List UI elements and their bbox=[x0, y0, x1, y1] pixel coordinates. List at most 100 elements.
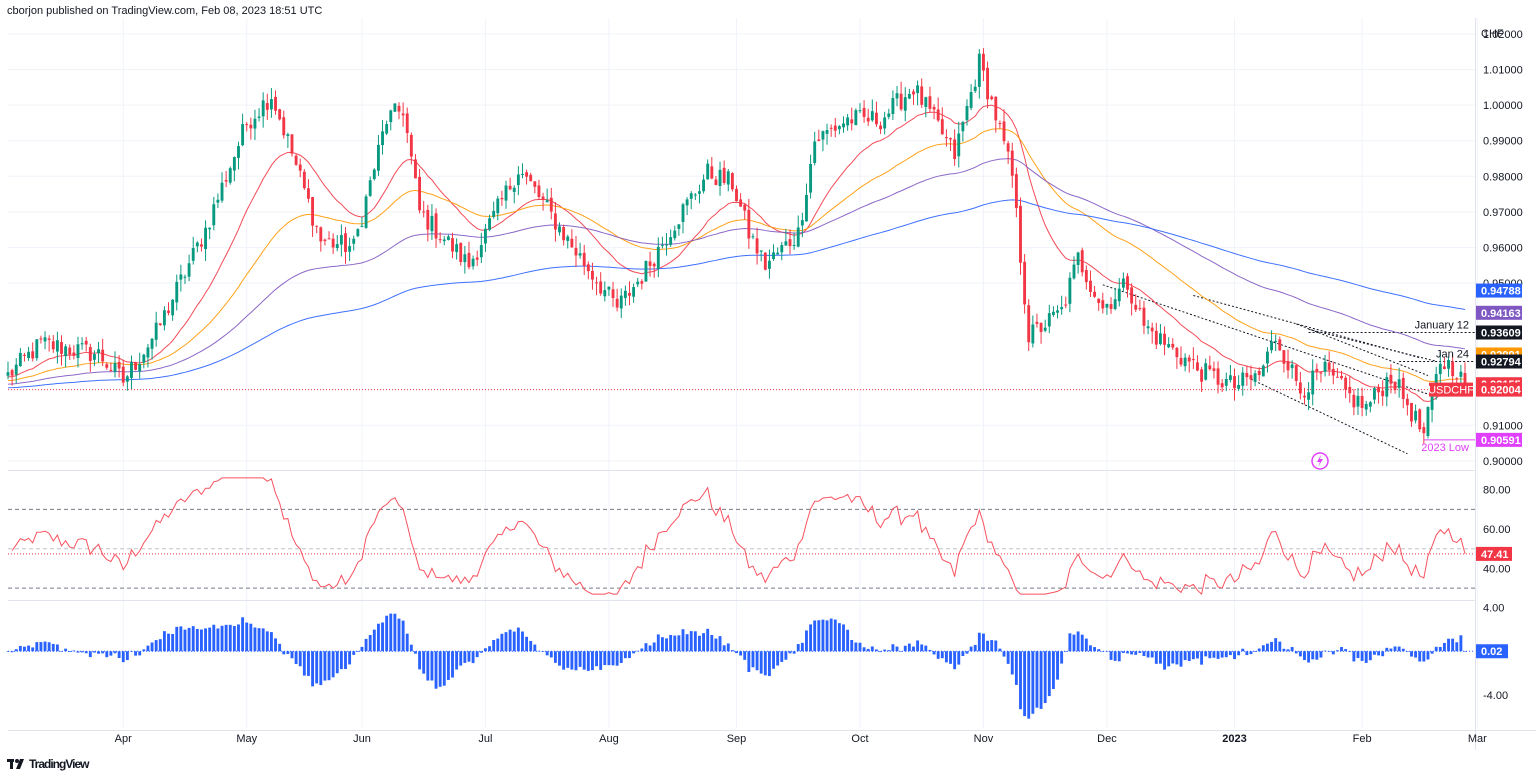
momentum-bar bbox=[570, 651, 574, 670]
momentum-bar bbox=[1093, 647, 1097, 652]
candle-body bbox=[117, 361, 121, 369]
candle-body bbox=[1171, 343, 1175, 348]
candle bbox=[508, 177, 512, 191]
candle bbox=[1385, 372, 1389, 407]
candle bbox=[109, 362, 113, 372]
candle-body bbox=[422, 211, 426, 213]
candle-body bbox=[315, 225, 319, 227]
candle-body bbox=[1047, 313, 1051, 327]
candle bbox=[18, 348, 22, 367]
candle-body bbox=[397, 105, 401, 112]
momentum-bar bbox=[574, 651, 578, 671]
candle-body bbox=[986, 67, 990, 100]
candle bbox=[784, 228, 788, 246]
momentum-bar bbox=[105, 651, 109, 658]
momentum-bar bbox=[183, 629, 187, 652]
candle bbox=[936, 97, 940, 123]
momentum-bar bbox=[504, 632, 508, 652]
candle bbox=[1303, 387, 1306, 405]
momentum-bar bbox=[1266, 643, 1269, 652]
candle-body bbox=[685, 199, 689, 206]
momentum-bar bbox=[1035, 651, 1039, 708]
momentum-bar bbox=[759, 651, 763, 674]
candle-body bbox=[862, 107, 866, 117]
momentum-bar bbox=[1455, 642, 1459, 652]
momentum-bar bbox=[586, 651, 590, 671]
candle bbox=[249, 117, 253, 140]
candle-body bbox=[109, 369, 113, 371]
momentum-bar bbox=[35, 642, 39, 652]
momentum-bar bbox=[1311, 651, 1315, 660]
candle bbox=[755, 227, 759, 265]
candle bbox=[278, 108, 282, 121]
momentum-bar bbox=[434, 651, 438, 689]
candle-body bbox=[829, 127, 833, 129]
candle bbox=[1245, 365, 1249, 386]
momentum-bar bbox=[265, 631, 269, 652]
candle-body bbox=[772, 252, 775, 260]
momentum-bar bbox=[1405, 651, 1409, 652]
momentum-bar bbox=[409, 644, 413, 652]
candle-body bbox=[553, 213, 557, 230]
candle bbox=[146, 343, 150, 368]
momentum-bar bbox=[591, 651, 594, 671]
candle bbox=[101, 338, 105, 367]
candle-body bbox=[88, 347, 92, 361]
momentum-bar bbox=[776, 651, 780, 666]
momentum-bar bbox=[1233, 651, 1236, 660]
momentum-bar bbox=[117, 651, 121, 658]
candle-body bbox=[311, 196, 315, 226]
momentum-bar bbox=[1224, 651, 1228, 658]
candle bbox=[1154, 322, 1158, 350]
momentum-bar bbox=[72, 650, 76, 652]
candle-body bbox=[220, 182, 224, 201]
candle bbox=[1414, 404, 1418, 424]
candle bbox=[677, 224, 681, 236]
candle-body bbox=[611, 289, 615, 299]
candle bbox=[134, 361, 138, 371]
candle-body bbox=[759, 250, 763, 252]
candle bbox=[883, 111, 887, 135]
candle bbox=[418, 168, 422, 214]
momentum-pane[interactable] bbox=[6, 613, 1475, 719]
momentum-bar bbox=[718, 636, 722, 652]
tradingview-logo-icon bbox=[7, 759, 24, 769]
candle bbox=[669, 229, 673, 247]
candle-body bbox=[1224, 378, 1228, 386]
momentum-bar bbox=[381, 622, 384, 652]
candle bbox=[1442, 357, 1446, 370]
candle-body bbox=[636, 281, 640, 285]
candle bbox=[623, 285, 627, 306]
candle-body bbox=[619, 295, 623, 309]
candlestick-series[interactable] bbox=[6, 48, 1467, 445]
candle bbox=[261, 92, 265, 128]
momentum-bar bbox=[706, 628, 710, 652]
momentum-bar bbox=[553, 651, 557, 663]
footer: TradingView bbox=[7, 757, 89, 771]
candle-body bbox=[1002, 121, 1006, 142]
candle bbox=[269, 88, 273, 118]
momentum-bar bbox=[134, 651, 138, 656]
candle-body bbox=[714, 179, 718, 185]
trend-lines bbox=[8, 284, 1475, 455]
candle-body bbox=[1019, 205, 1022, 263]
candle bbox=[23, 352, 26, 362]
candle bbox=[916, 80, 920, 106]
time-tick-label: Aug bbox=[599, 733, 619, 745]
candle bbox=[1204, 358, 1208, 381]
candle-body bbox=[1228, 375, 1232, 381]
candle bbox=[1010, 142, 1014, 188]
candle bbox=[1410, 402, 1413, 427]
candle bbox=[60, 335, 63, 366]
candle bbox=[265, 93, 269, 120]
candle bbox=[1146, 319, 1150, 335]
rsi-pane[interactable] bbox=[8, 477, 1475, 596]
candle-body bbox=[142, 354, 146, 363]
momentum-bar bbox=[611, 651, 615, 666]
candle-body bbox=[1084, 270, 1088, 283]
candle-body bbox=[1377, 386, 1381, 393]
momentum-bar bbox=[1179, 651, 1183, 667]
candle bbox=[718, 161, 722, 196]
candle bbox=[455, 238, 459, 260]
